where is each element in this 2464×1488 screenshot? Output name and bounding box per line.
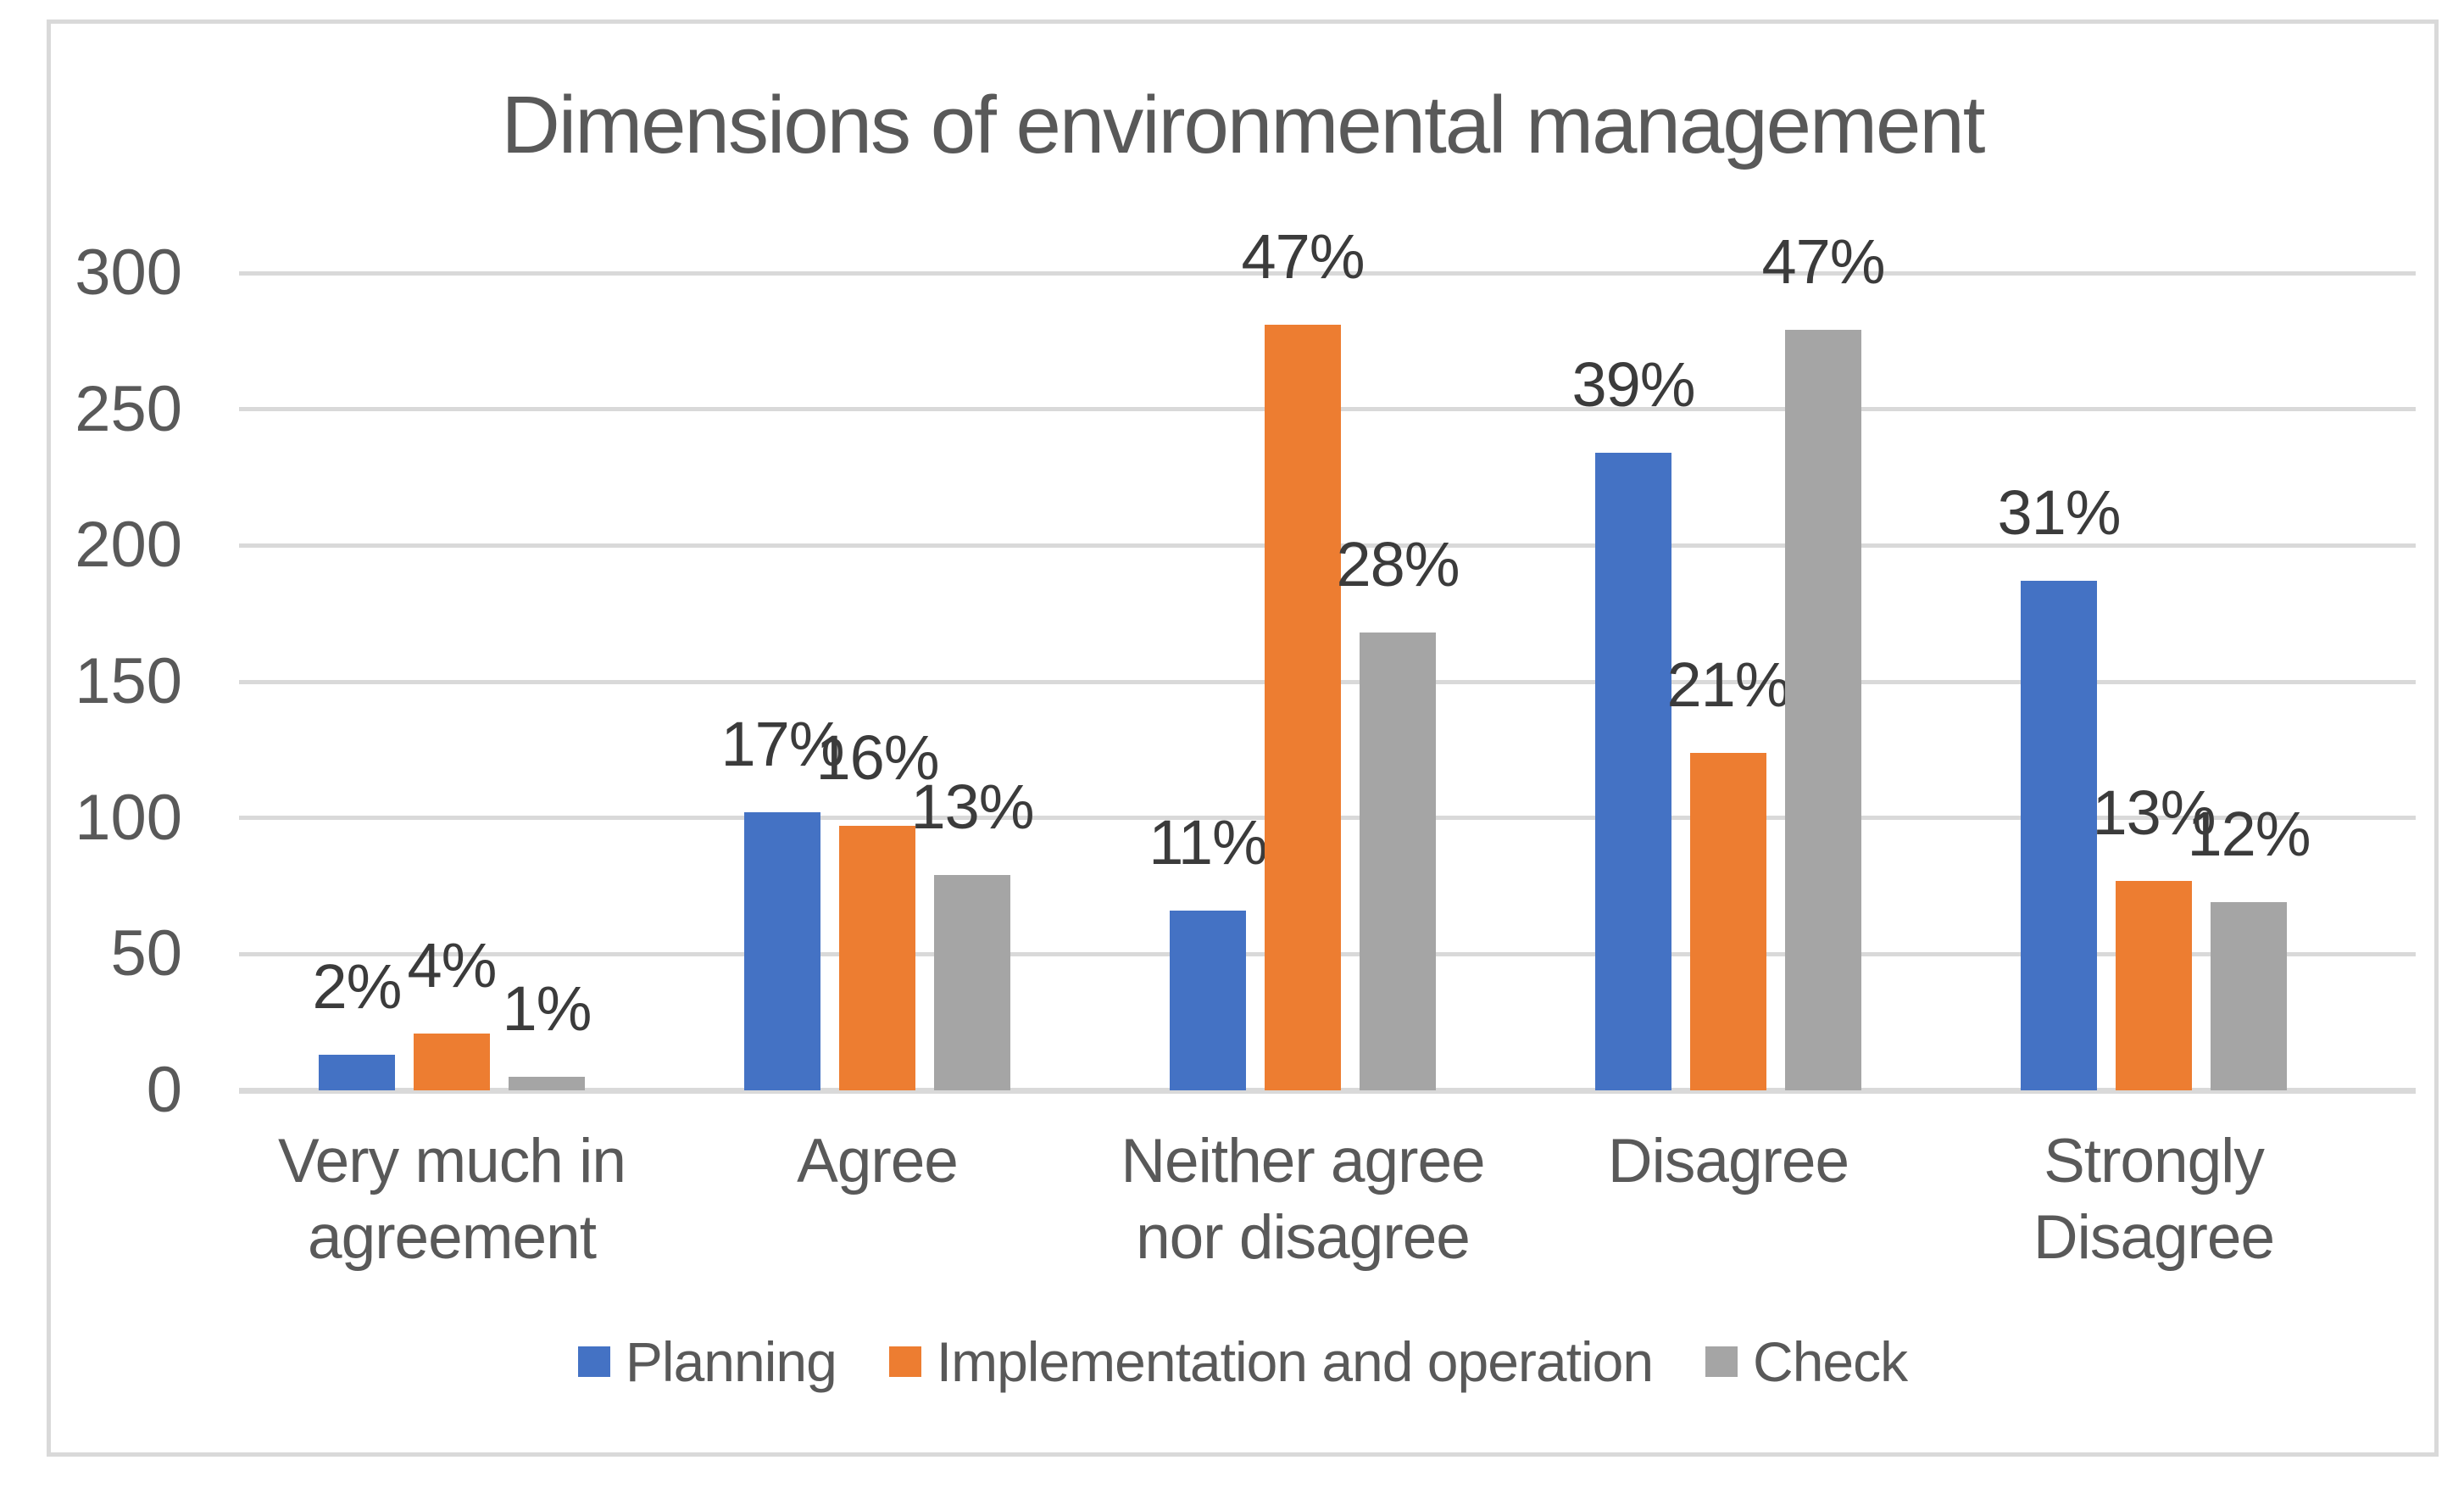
data-label-planning-cat5: 31% [1997,477,2121,548]
data-label-implementation-and-operation-cat3: 47% [1241,221,1365,292]
legend-label: Check [1753,1330,1908,1393]
x-category-label-2: Agree [665,1123,1090,1200]
bar-implementation-and-operation-cat2 [839,826,915,1090]
x-category-label-line: nor disagree [1136,1203,1471,1272]
data-label-implementation-and-operation-cat4: 21% [1666,649,1790,720]
data-label-check-cat1: 1% [502,973,592,1044]
y-tick-label-200: 200 [75,509,182,581]
data-label-planning-cat2: 17% [720,709,844,779]
legend-item-implementation-and-operation: Implementation and operation [888,1329,1654,1394]
data-label-check-cat3: 28% [1336,529,1460,599]
y-tick-label-0: 0 [146,1054,182,1126]
bar-planning-cat5 [2021,581,2097,1090]
data-label-check-cat5: 12% [2187,799,2311,869]
bar-planning-cat2 [744,812,820,1090]
y-tick-label-100: 100 [75,782,182,854]
y-tick-label-300: 300 [75,237,182,309]
x-category-label-5: Strongly Disagree [1941,1123,2367,1276]
bar-planning-cat3 [1170,911,1246,1090]
legend: Planning Implementation and operation Chec… [47,1329,2439,1394]
y-tick-label-250: 250 [75,373,182,445]
legend-label: Implementation and operation [936,1330,1654,1393]
legend-marker-icon [888,1346,921,1377]
bar-implementation-and-operation-cat1 [414,1034,490,1090]
x-category-label-line: Neither agree [1121,1127,1485,1195]
x-category-label-line: agreement [308,1203,597,1272]
data-label-implementation-and-operation-cat1: 4% [407,930,498,1000]
x-category-label-line: Disagree [1607,1127,1849,1195]
bar-implementation-and-operation-cat4 [1690,753,1766,1090]
data-label-implementation-and-operation-cat5: 13% [2092,777,2216,848]
x-category-label-line: Very much in [278,1127,626,1195]
legend-label: Planning [625,1330,837,1393]
x-category-label-line: Strongly Disagree [2033,1127,2275,1272]
legend-marker-icon [577,1346,610,1377]
legend-item-planning: Planning [577,1329,837,1394]
y-tick-label-50: 50 [110,917,182,989]
bar-check-cat5 [2211,902,2287,1090]
x-category-label-3: Neither agree nor disagree [1090,1123,1516,1276]
bar-implementation-and-operation-cat5 [2116,881,2192,1090]
chart-title: Dimensions of environmental management [501,80,1986,170]
data-label-planning-cat4: 39% [1571,349,1695,420]
bar-planning-cat1 [319,1055,395,1090]
bar-check-cat4 [1785,330,1861,1090]
data-label-planning-cat1: 2% [312,951,403,1022]
x-category-label-4: Disagree [1516,1123,1941,1200]
bar-planning-cat4 [1595,453,1671,1090]
gridline-300 [239,271,2416,276]
bar-check-cat3 [1360,633,1436,1090]
bar-check-cat1 [509,1077,585,1090]
y-tick-label-150: 150 [75,645,182,717]
data-label-planning-cat3: 11% [1149,807,1268,878]
bar-implementation-and-operation-cat3 [1265,325,1341,1090]
data-label-check-cat4: 47% [1761,226,1885,297]
x-category-label-line: Agree [797,1127,959,1195]
legend-item-check: Check [1705,1329,1908,1394]
bar-check-cat2 [934,875,1010,1090]
data-label-check-cat2: 13% [910,772,1034,842]
data-label-implementation-and-operation-cat2: 16% [815,722,939,793]
x-category-label-1: Very much in agreement [239,1123,665,1276]
x-axis-line [239,1088,2416,1094]
legend-marker-icon [1705,1346,1738,1377]
